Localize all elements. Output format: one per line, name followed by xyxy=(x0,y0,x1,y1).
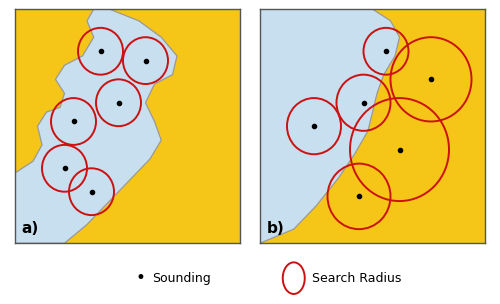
Polygon shape xyxy=(260,9,400,243)
Text: Sounding: Sounding xyxy=(152,272,211,285)
Text: Search Radius: Search Radius xyxy=(312,272,402,285)
Text: •: • xyxy=(135,269,145,287)
Polygon shape xyxy=(15,9,177,243)
Text: b): b) xyxy=(267,221,284,236)
Text: a): a) xyxy=(22,221,39,236)
